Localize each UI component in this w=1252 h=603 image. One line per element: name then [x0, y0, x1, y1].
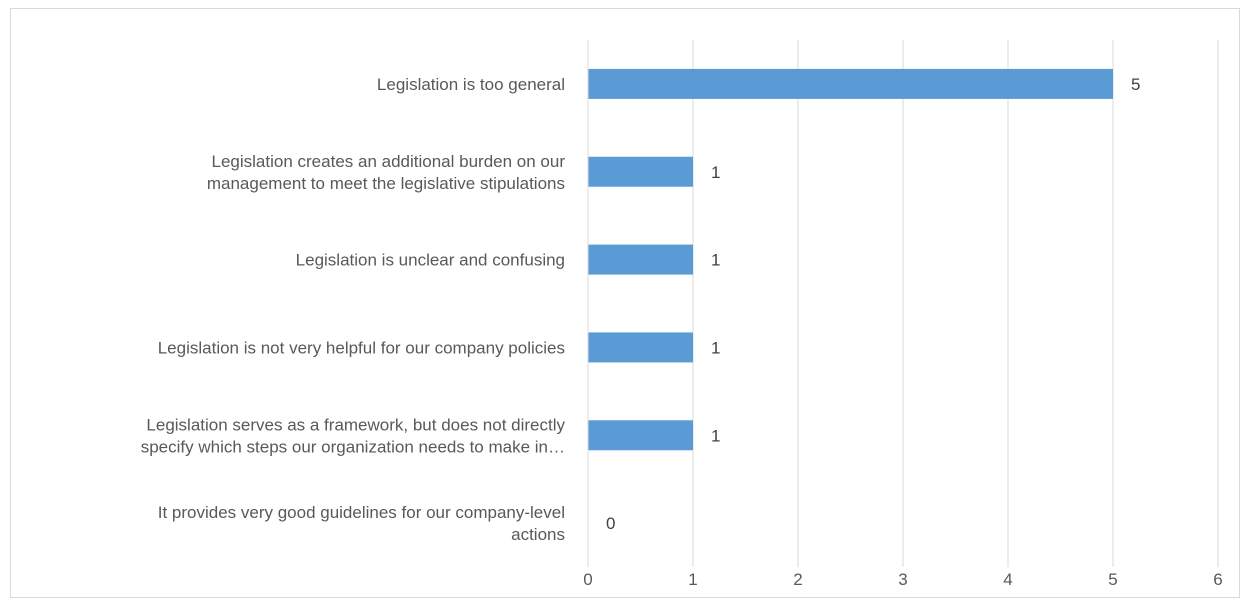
- bar-4: [588, 420, 693, 451]
- category-label-5-line-1: actions: [511, 525, 565, 544]
- x-tick-label-4: 4: [1003, 570, 1012, 589]
- x-tick-label-0: 0: [583, 570, 592, 589]
- category-label-4-line-1: specify which steps our organization nee…: [141, 437, 565, 456]
- data-label-4: 1: [711, 426, 720, 445]
- data-label-5: 0: [606, 514, 615, 533]
- x-tick-label-2: 2: [793, 570, 802, 589]
- data-label-0: 5: [1131, 75, 1140, 94]
- x-tick-label-3: 3: [898, 570, 907, 589]
- bar-1: [588, 156, 693, 187]
- data-label-2: 1: [711, 251, 720, 270]
- x-tick-label-1: 1: [688, 570, 697, 589]
- x-tick-label-6: 6: [1213, 570, 1222, 589]
- chart-frame: [10, 8, 1240, 598]
- category-label-1-line-0: Legislation creates an additional burden…: [212, 152, 566, 171]
- category-label-0-line-0: Legislation is too general: [377, 75, 565, 94]
- data-label-3: 1: [711, 338, 720, 357]
- category-label-4-line-0: Legislation serves as a framework, but d…: [146, 415, 565, 434]
- category-label-2-line-0: Legislation is unclear and confusing: [296, 251, 565, 270]
- bar-3: [588, 332, 693, 363]
- bar-2: [588, 244, 693, 275]
- x-tick-label-5: 5: [1108, 570, 1117, 589]
- data-label-1: 1: [711, 163, 720, 182]
- category-label-3-line-0: Legislation is not very helpful for our …: [158, 338, 565, 357]
- category-label-1-line-1: management to meet the legislative stipu…: [207, 174, 565, 193]
- category-label-5-line-0: It provides very good guidelines for our…: [158, 503, 565, 522]
- bar-0: [588, 68, 1113, 99]
